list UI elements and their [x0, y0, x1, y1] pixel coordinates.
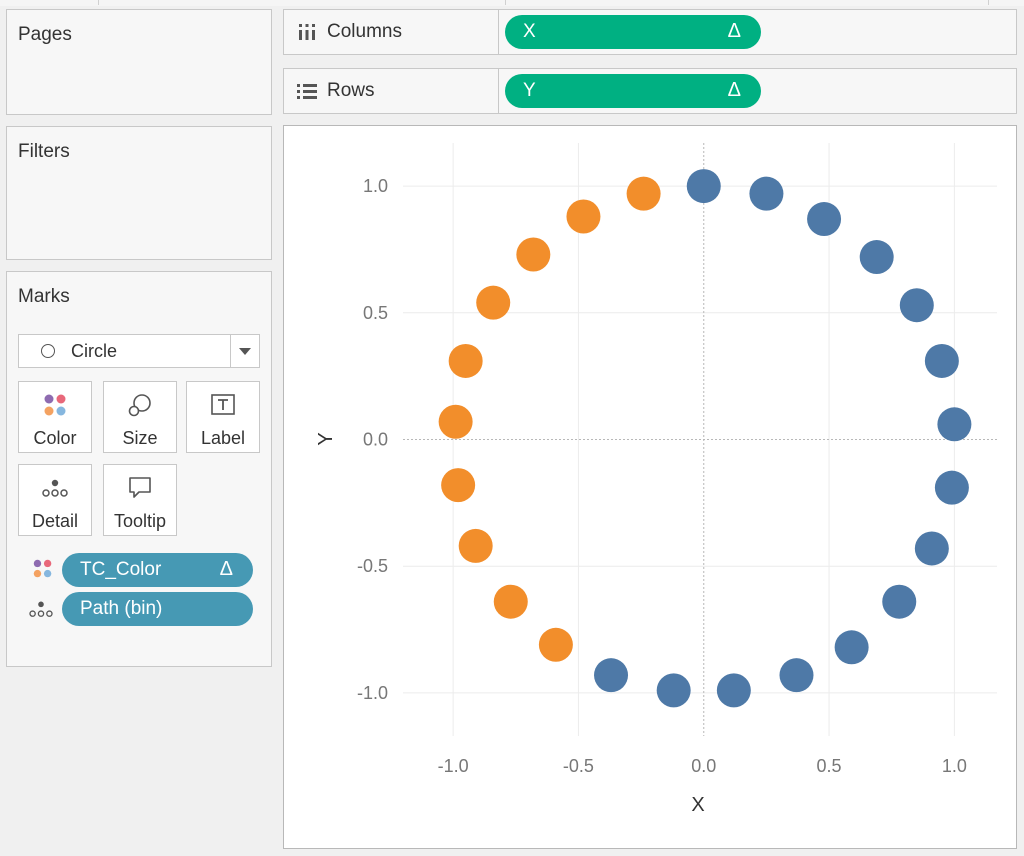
data-point[interactable]: [441, 468, 476, 503]
pill-label: X: [523, 21, 536, 42]
data-point[interactable]: [538, 627, 573, 662]
shelf-divider: [498, 69, 499, 113]
size-icon: [104, 392, 176, 418]
delta-icon: Δ: [219, 558, 233, 580]
data-point[interactable]: [924, 343, 959, 378]
rows-icon: [297, 84, 317, 99]
columns-shelf[interactable]: Columns X Δ: [283, 9, 1017, 55]
pill-label: TC_Color: [80, 559, 162, 580]
path-bin-pill[interactable]: Path (bin): [62, 592, 253, 626]
color-dots-icon: [33, 559, 52, 578]
detail-icon: [29, 601, 53, 617]
size-label: Size: [122, 428, 158, 448]
mark-type-dropdown[interactable]: Circle: [18, 334, 260, 368]
x-tick-label: -0.5: [563, 756, 594, 776]
delta-icon: Δ: [727, 20, 741, 42]
delta-icon: Δ: [727, 79, 741, 101]
chevron-down-icon: [239, 348, 251, 355]
rows-title: Rows: [327, 80, 375, 101]
data-point[interactable]: [882, 584, 917, 619]
y-tick-label: 1.0: [363, 176, 388, 196]
color-dots-icon: [19, 392, 91, 418]
x-tick-label: 0.5: [817, 756, 842, 776]
filters-card[interactable]: Filters: [6, 126, 272, 260]
x-tick-label: 0.0: [691, 756, 716, 776]
x-tick-label: 1.0: [942, 756, 967, 776]
dropdown-button[interactable]: [230, 335, 259, 367]
data-point[interactable]: [834, 630, 869, 665]
data-point[interactable]: [934, 470, 969, 505]
tooltip-label: Tooltip: [113, 511, 167, 531]
label-icon: [187, 392, 259, 418]
ruler-tick: [98, 0, 99, 5]
detail-label: Detail: [31, 511, 79, 531]
y-tick-label: -1.0: [357, 683, 388, 703]
scatter-chart[interactable]: -1.0 -0.5 0.0 0.5 1.0 1.0 0.5 0.0 -0.5 -1.0 X Y: [284, 126, 1016, 848]
marks-card: Marks Circle Color Size: [6, 271, 272, 667]
mark-type-label: Circle: [71, 341, 118, 361]
pill-label: Path (bin): [80, 598, 163, 619]
data-point[interactable]: [516, 237, 551, 272]
data-point[interactable]: [937, 407, 972, 442]
mark-layer[interactable]: [438, 169, 972, 708]
data-point[interactable]: [438, 404, 473, 439]
data-point[interactable]: [493, 584, 528, 619]
data-point[interactable]: [656, 673, 691, 708]
x-axis-title: X: [691, 794, 704, 816]
data-point[interactable]: [476, 285, 511, 320]
data-point[interactable]: [686, 169, 721, 204]
top-ruler-strip: [0, 0, 1024, 6]
data-point[interactable]: [458, 528, 493, 563]
y-axis-title: Y: [315, 432, 337, 445]
data-point[interactable]: [749, 176, 784, 211]
data-point[interactable]: [779, 658, 814, 693]
tooltip-button[interactable]: Tooltip: [103, 464, 177, 536]
y-tick-label: 0.0: [363, 430, 388, 450]
tooltip-icon: [104, 475, 176, 501]
pages-title: Pages: [18, 24, 72, 45]
zero-lines: [403, 143, 997, 736]
shelf-divider: [498, 10, 499, 54]
y-tick-label: 0.5: [363, 303, 388, 323]
detail-icon: [19, 475, 91, 501]
label-button[interactable]: Label: [186, 381, 260, 453]
columns-icon: [299, 24, 315, 40]
data-point[interactable]: [626, 176, 661, 211]
rows-shelf[interactable]: Rows Y Δ: [283, 68, 1017, 114]
filters-title: Filters: [18, 141, 70, 162]
ruler-tick: [988, 0, 989, 5]
ruler-tick: [505, 0, 506, 5]
size-button[interactable]: Size: [103, 381, 177, 453]
data-point[interactable]: [859, 240, 894, 275]
pill-label: Y: [523, 80, 536, 101]
data-point[interactable]: [716, 673, 751, 708]
data-point[interactable]: [914, 531, 949, 566]
data-point[interactable]: [899, 288, 934, 323]
viz-pane[interactable]: -1.0 -0.5 0.0 0.5 1.0 1.0 0.5 0.0 -0.5 -1.0 X Y: [283, 125, 1017, 849]
color-button[interactable]: Color: [18, 381, 92, 453]
circle-mark-icon: [41, 344, 55, 358]
y-pill[interactable]: Y Δ: [505, 74, 761, 108]
y-tick-label: -0.5: [357, 556, 388, 576]
x-pill[interactable]: X Δ: [505, 15, 761, 49]
x-tick-label: -1.0: [438, 756, 469, 776]
columns-title: Columns: [327, 21, 402, 42]
marks-title: Marks: [18, 286, 70, 307]
data-point[interactable]: [566, 199, 601, 234]
data-point[interactable]: [807, 202, 842, 237]
color-label: Color: [33, 428, 77, 448]
tc-color-pill[interactable]: TC_Color Δ: [62, 553, 253, 587]
data-point[interactable]: [448, 343, 483, 378]
data-point[interactable]: [594, 658, 629, 693]
label-label: Label: [200, 428, 246, 448]
pages-card[interactable]: Pages: [6, 9, 272, 115]
tick-labels: -1.0 -0.5 0.0 0.5 1.0 1.0 0.5 0.0 -0.5 -1.0: [357, 176, 967, 776]
detail-button[interactable]: Detail: [18, 464, 92, 536]
